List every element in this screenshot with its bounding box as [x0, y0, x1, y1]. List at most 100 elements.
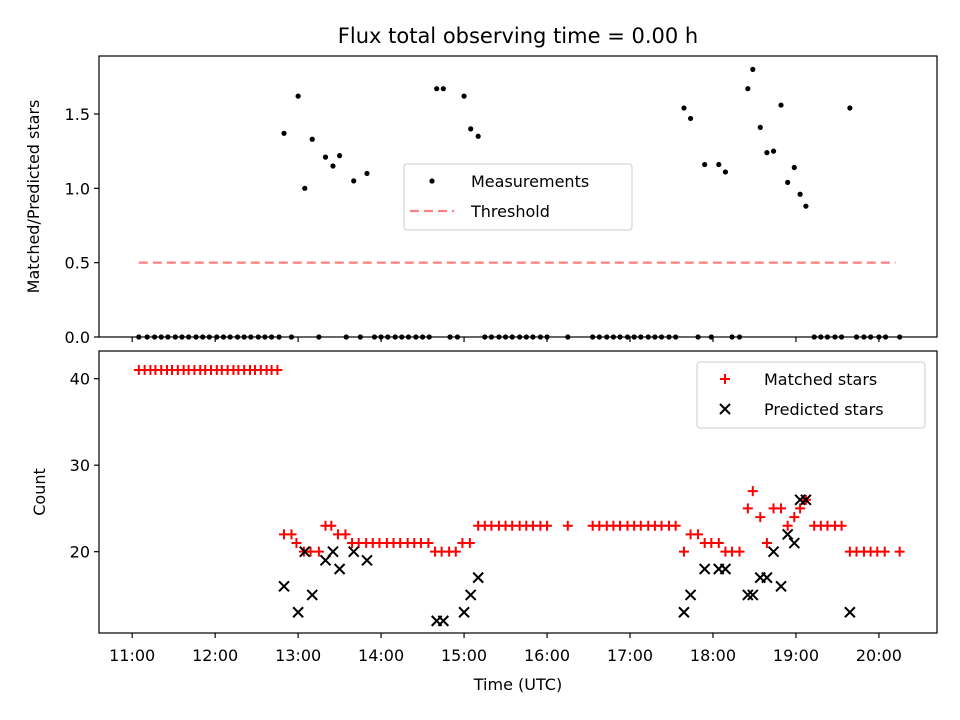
legend-box [403, 163, 633, 231]
predicted-star-point [458, 606, 470, 618]
measurement-point [861, 334, 867, 340]
predicted-star-point [719, 563, 732, 575]
matched-star-point [291, 538, 302, 549]
matched-star-point [313, 546, 324, 557]
measurement-point [255, 334, 261, 340]
bottom-xtick-label: 19:00 [773, 646, 819, 665]
measurement-point [596, 334, 602, 340]
predicted-star-point [767, 545, 780, 558]
matched-star-point [755, 512, 766, 523]
predicted-star-point [781, 528, 794, 541]
predicted-star-point [844, 606, 856, 618]
measurement-point [673, 334, 679, 340]
measurement-point [687, 115, 694, 122]
bottom-xtick-label: 13:00 [275, 646, 321, 665]
measurement-point [413, 334, 419, 340]
matched-star-point [326, 520, 337, 531]
top-ytick-label: 0.5 [65, 254, 90, 273]
top-panel: 0.0 0.5 1.0 1.5 Matched/Predicted stars Measu… [24, 55, 938, 347]
measurement-point [488, 334, 495, 340]
predicted-star-point [361, 554, 373, 567]
measurement-point [186, 334, 192, 340]
bottom-axes-frame [98, 350, 938, 634]
bottom-xlabel: Time (UTC) [473, 675, 562, 694]
predicted-star-point [306, 589, 318, 601]
bottom-legend: Matched stars Predicted stars [696, 361, 926, 429]
matched-star-point [678, 546, 689, 557]
matched-star-point [894, 546, 905, 557]
measurement-point [590, 334, 596, 340]
measurement-point [565, 334, 571, 340]
measurement-point [227, 334, 233, 340]
chart-title: Flux total observing time = 0.00 h [338, 24, 698, 48]
bottom-ytick-label: 30 [70, 456, 90, 475]
measurement-point [440, 86, 446, 92]
matched-star-point [423, 538, 434, 549]
measurement-point [136, 334, 142, 340]
measurement-point [351, 178, 357, 184]
top-ytick-label: 1.5 [65, 105, 90, 124]
measurement-point [757, 124, 763, 130]
bottom-ytick-label: 40 [70, 370, 90, 389]
predicted-star-point [333, 563, 346, 575]
bottom-xtick-label: 18:00 [690, 646, 736, 665]
legend-box [696, 361, 926, 429]
measurement-point [364, 170, 370, 177]
measurement-point [179, 334, 185, 340]
measurement-point [803, 203, 809, 209]
measurement-point [151, 334, 158, 340]
measurement-point [295, 93, 301, 99]
predicted-star-point [472, 571, 484, 584]
measurement-point [770, 148, 777, 154]
bottom-xtick-label: 14:00 [358, 646, 404, 665]
measurement-point [631, 334, 637, 340]
matched-star-point [693, 529, 704, 540]
measurement-point [897, 334, 903, 340]
measurement-point [778, 102, 784, 108]
matched-star-point [542, 520, 553, 531]
legend-label: Predicted stars [764, 400, 884, 419]
bottom-xtick-label: 16:00 [524, 646, 570, 665]
measurement-point [695, 334, 701, 340]
predicted-star-point [775, 580, 787, 592]
measurement-point [385, 334, 391, 340]
measurement-point [405, 334, 412, 340]
measurement-point [158, 334, 164, 340]
measurement-point [716, 161, 722, 168]
measurement-point [357, 334, 363, 340]
measurement-point [853, 334, 860, 340]
matched-star-point [782, 520, 793, 531]
measurement-point [882, 334, 889, 340]
measurement-point [426, 334, 432, 340]
measurement-point [200, 334, 206, 340]
matched-star-point [464, 538, 475, 549]
legend-marker [720, 374, 730, 384]
measurement-point [220, 334, 227, 340]
matched-star-point [340, 529, 351, 540]
legend-label: Measurements [471, 172, 589, 191]
measurement-point [702, 161, 708, 168]
measurement-point [645, 334, 651, 340]
measurement-point [638, 334, 644, 340]
bottom-xtick-label: 17:00 [607, 646, 653, 665]
measurement-point [722, 169, 729, 175]
predicted-star-point [278, 580, 290, 592]
measurement-point [399, 334, 405, 340]
measurement-point [461, 93, 467, 99]
predicted-star-point [348, 545, 360, 558]
measurement-point [434, 86, 440, 92]
predicted-star-point [698, 563, 711, 575]
measurement-point [797, 191, 803, 197]
predicted-star-point [742, 589, 754, 601]
measurement-point [468, 126, 474, 132]
matched-star-point [789, 512, 800, 523]
measurement-point [378, 334, 384, 340]
measurement-point [482, 334, 488, 340]
bottom-xtick-label: 12:00 [192, 646, 238, 665]
measurement-point [750, 66, 756, 72]
measurement-point [419, 334, 426, 340]
measurement-point [818, 334, 824, 340]
measurement-point [343, 334, 349, 340]
matched-star-point [776, 503, 787, 514]
